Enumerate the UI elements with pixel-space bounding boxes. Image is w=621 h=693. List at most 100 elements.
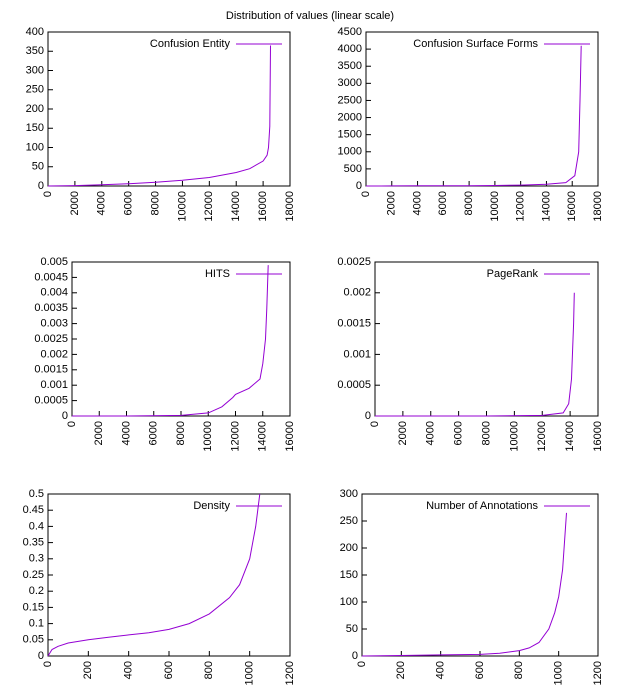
data-line: [47, 493, 261, 657]
x-tick-label: 0: [356, 661, 368, 667]
x-tick-label: 8000: [463, 191, 475, 215]
x-tick-label: 6000: [453, 421, 465, 445]
x-tick-label: 16000: [284, 421, 296, 452]
y-tick-label: 0.0025: [337, 256, 371, 268]
x-tick-label: 6000: [123, 191, 135, 215]
y-tick-label: 50: [346, 623, 358, 635]
y-tick-label: 0.003: [40, 318, 68, 330]
x-tick-label: 16000: [566, 191, 578, 222]
y-tick-label: 0: [352, 650, 358, 662]
x-tick-label: 10000: [176, 191, 188, 222]
x-tick-label: 800: [513, 661, 525, 679]
y-tick-label: 350: [26, 45, 44, 57]
y-tick-label: 0: [62, 410, 68, 422]
y-tick-label: 0.35: [23, 537, 44, 549]
x-tick-label: 14000: [564, 421, 576, 452]
x-tick-label: 0: [66, 421, 78, 427]
x-tick-label: 8000: [480, 421, 492, 445]
x-tick-label: 2000: [69, 191, 81, 215]
x-tick-label: 12000: [203, 191, 215, 222]
x-tick-label: 16000: [592, 421, 604, 452]
legend-label: Confusion Entity: [150, 38, 231, 50]
y-tick-label: 1500: [338, 129, 362, 141]
y-tick-label: 100: [26, 141, 44, 153]
x-tick-label: 600: [474, 661, 486, 679]
y-tick-label: 300: [340, 488, 358, 500]
x-tick-label: 400: [123, 661, 135, 679]
y-tick-label: 0.002: [40, 348, 68, 360]
y-tick-label: 500: [344, 163, 362, 175]
y-tick-label: 0.004: [40, 287, 68, 299]
y-tick-label: 0.0025: [34, 333, 68, 345]
y-tick-label: 0.45: [23, 504, 44, 516]
x-tick-label: 2000: [93, 421, 105, 445]
y-tick-label: 0.005: [40, 256, 68, 268]
x-tick-label: 0: [360, 191, 372, 197]
y-tick-label: 400: [26, 26, 44, 38]
x-tick-label: 1200: [592, 661, 604, 685]
x-tick-label: 0: [369, 421, 381, 427]
plot-frame: [374, 261, 599, 417]
data-line: [365, 45, 582, 187]
data-line: [375, 292, 575, 417]
x-tick-label: 0: [42, 191, 54, 197]
y-tick-label: 0: [38, 650, 44, 662]
x-tick-label: 1000: [553, 661, 565, 685]
x-tick-label: 12000: [536, 421, 548, 452]
x-tick-label: 200: [395, 661, 407, 679]
x-tick-label: 12000: [229, 421, 241, 452]
y-tick-label: 0: [38, 180, 44, 192]
y-tick-label: 2000: [338, 111, 362, 123]
plot-frame: [361, 493, 599, 657]
x-tick-label: 2000: [397, 421, 409, 445]
x-tick-label: 6000: [148, 421, 160, 445]
x-tick-label: 10000: [489, 191, 501, 222]
x-tick-label: 0: [42, 661, 54, 667]
y-tick-label: 100: [340, 596, 358, 608]
y-tick-label: 150: [340, 569, 358, 581]
x-tick-label: 12000: [515, 191, 527, 222]
y-tick-label: 200: [340, 542, 358, 554]
y-tick-label: 0.0015: [337, 318, 371, 330]
y-tick-label: 0.0045: [34, 271, 68, 283]
y-tick-label: 150: [26, 122, 44, 134]
y-tick-label: 0.05: [23, 634, 44, 646]
y-tick-label: 300: [26, 64, 44, 76]
y-tick-label: 250: [340, 515, 358, 527]
x-tick-label: 4000: [411, 191, 423, 215]
y-tick-label: 0: [365, 410, 371, 422]
legend-label: PageRank: [487, 268, 539, 280]
figure-title: Distribution of values (linear scale): [226, 10, 394, 22]
plot-frame: [365, 31, 599, 187]
y-tick-label: 50: [32, 161, 44, 173]
x-tick-label: 4000: [120, 421, 132, 445]
x-tick-label: 800: [203, 661, 215, 679]
y-tick-label: 3500: [338, 60, 362, 72]
legend-label: Confusion Surface Forms: [413, 38, 538, 50]
y-tick-label: 0.0035: [34, 302, 68, 314]
x-tick-label: 4000: [425, 421, 437, 445]
x-tick-label: 1200: [284, 661, 296, 685]
y-tick-label: 0.002: [343, 287, 371, 299]
y-tick-label: 3000: [338, 77, 362, 89]
legend-label: Number of Annotations: [426, 500, 538, 512]
y-tick-label: 0.4: [29, 520, 44, 532]
y-tick-label: 0.0005: [34, 395, 68, 407]
x-tick-label: 10000: [202, 421, 214, 452]
y-tick-label: 0.001: [40, 379, 68, 391]
y-tick-label: 2500: [338, 94, 362, 106]
y-tick-label: 1000: [338, 146, 362, 158]
y-tick-label: 4000: [338, 43, 362, 55]
x-tick-label: 1000: [244, 661, 256, 685]
y-tick-label: 0.5: [29, 488, 44, 500]
y-tick-label: 0.0005: [337, 379, 371, 391]
y-tick-label: 0.001: [343, 348, 371, 360]
x-tick-label: 200: [82, 661, 94, 679]
x-tick-label: 14000: [540, 191, 552, 222]
x-tick-label: 2000: [386, 191, 398, 215]
y-tick-label: 0.3: [29, 553, 44, 565]
x-tick-label: 18000: [284, 191, 296, 222]
x-tick-label: 6000: [437, 191, 449, 215]
x-tick-label: 8000: [149, 191, 161, 215]
